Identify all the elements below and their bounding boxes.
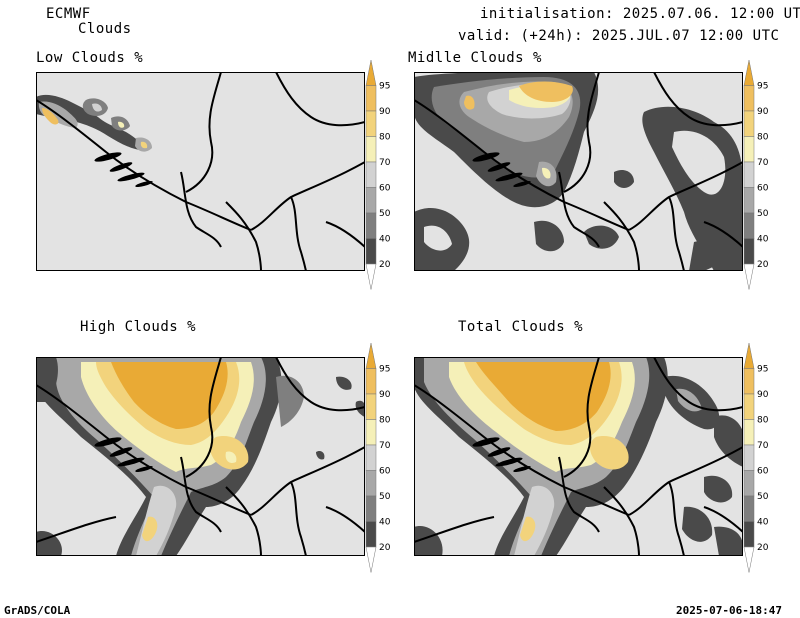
colorbar-top-arrow <box>365 342 377 369</box>
colorbar-tick-label: 60 <box>757 467 769 477</box>
colorbar-tick-label: 90 <box>379 390 391 400</box>
colorbar-segment <box>743 85 755 112</box>
colorbar-tick-label: 90 <box>379 107 391 117</box>
colorbar-segment <box>365 136 377 163</box>
colorbar-tick-label: 20 <box>757 260 769 270</box>
colorbar-tick-label: 90 <box>757 107 769 117</box>
colorbar-segment <box>743 393 755 420</box>
islands-middle <box>472 152 531 188</box>
colorbar-high: 20 40 50 60 70 80 90 95 <box>365 342 391 573</box>
colorbar-top-arrow <box>365 59 377 86</box>
colorbar-tick-label: 95 <box>757 365 768 375</box>
colorbar-bottom-arrow <box>365 546 377 573</box>
colorbar-segment <box>743 212 755 239</box>
cloud-field-high <box>36 357 365 556</box>
colorbar-total: 20 40 50 60 70 80 90 95 <box>743 342 769 573</box>
colorbar-tick-label: 80 <box>757 133 769 143</box>
colorbar-segment <box>743 161 755 188</box>
product-name: Clouds <box>78 21 132 37</box>
colorbar-segment <box>365 161 377 188</box>
colorbar-middle: 20 40 50 60 70 80 90 95 <box>743 59 769 290</box>
colorbar-tick-label: 60 <box>379 184 391 194</box>
colorbar-tick-label: 70 <box>757 441 769 451</box>
colorbar-tick-label: 40 <box>379 518 391 528</box>
colorbar-segment <box>743 110 755 137</box>
footer-software: GrADS/COLA <box>4 604 71 617</box>
colorbar-tick-label: 20 <box>757 543 769 553</box>
model-name: ECMWF <box>46 6 91 22</box>
colorbar-segment <box>365 393 377 420</box>
colorbar-tick-label: 40 <box>757 235 769 245</box>
footer-timestamp: 2025-07-06-18:47 <box>676 604 782 617</box>
colorbar-tick-label: 80 <box>379 133 391 143</box>
colorbar-tick-label: 95 <box>379 82 390 92</box>
colorbar-tick-label: 95 <box>757 82 768 92</box>
colorbar-tick-label: 60 <box>379 467 391 477</box>
colorbar-segment <box>365 419 377 446</box>
map-panel-middle <box>414 72 743 271</box>
colorbar-segment <box>365 495 377 522</box>
colorbar-segment <box>365 470 377 497</box>
cloud-field-middle <box>414 72 743 271</box>
islands-total <box>472 437 531 473</box>
cloud-field-total <box>414 357 743 556</box>
colorbar-tick-label: 70 <box>757 158 769 168</box>
colorbar-segment <box>743 187 755 214</box>
colorbar-segment <box>365 521 377 548</box>
valid-time: valid: (+24h): 2025.JUL.07 12:00 UTC <box>458 28 780 44</box>
colorbar-top-arrow <box>743 59 755 86</box>
map-panel-total <box>414 357 743 556</box>
colorbar-tick-label: 50 <box>757 209 769 219</box>
colorbar-segment <box>365 110 377 137</box>
panel-title-low: Low Clouds % <box>36 50 144 66</box>
colorbar-tick-label: 40 <box>757 518 769 528</box>
colorbar-segment <box>365 187 377 214</box>
colorbar-tick-label: 20 <box>379 543 391 553</box>
colorbar-segment <box>365 238 377 265</box>
colorbar-segment <box>743 495 755 522</box>
colorbar-tick-label: 50 <box>379 209 391 219</box>
colorbar-tick-label: 20 <box>379 260 391 270</box>
colorbar-segment <box>743 419 755 446</box>
colorbar-tick-label: 80 <box>379 416 391 426</box>
colorbar-tick-label: 70 <box>379 441 391 451</box>
colorbar-tick-label: 40 <box>379 235 391 245</box>
country-borders-high <box>36 357 365 556</box>
colorbar-tick-label: 80 <box>757 416 769 426</box>
colorbar-tick-label: 50 <box>757 492 769 502</box>
colorbar-bottom-arrow <box>365 263 377 290</box>
islands-low <box>94 152 153 188</box>
colorbar-tick-label: 60 <box>757 184 769 194</box>
islands-high <box>94 437 153 473</box>
colorbar-segment <box>743 470 755 497</box>
colorbar-segment <box>365 444 377 471</box>
colorbar-tick-label: 70 <box>379 158 391 168</box>
colorbar-bottom-arrow <box>743 263 755 290</box>
panel-title-total: Total Clouds % <box>458 319 584 335</box>
colorbar-bottom-arrow <box>743 546 755 573</box>
colorbar-segment <box>365 85 377 112</box>
initialisation-time: initialisation: 2025.07.06. 12:00 UTC <box>480 6 800 22</box>
colorbar-low: 20 40 50 60 70 80 90 95 <box>365 59 391 290</box>
colorbar-segment <box>743 238 755 265</box>
colorbar-segment <box>743 368 755 395</box>
colorbar-segment <box>365 212 377 239</box>
colorbar-segment <box>365 368 377 395</box>
colorbar-segment <box>743 521 755 548</box>
panel-title-high: High Clouds % <box>80 319 197 335</box>
colorbar-segment <box>743 444 755 471</box>
panel-title-middle: Midlle Clouds % <box>408 50 542 66</box>
map-panel-high <box>36 357 365 556</box>
colorbar-tick-label: 50 <box>379 492 391 502</box>
colorbar-segment <box>743 136 755 163</box>
colorbar-tick-label: 90 <box>757 390 769 400</box>
colorbar-top-arrow <box>743 342 755 369</box>
map-panel-low <box>36 72 365 271</box>
colorbar-tick-label: 95 <box>379 365 390 375</box>
